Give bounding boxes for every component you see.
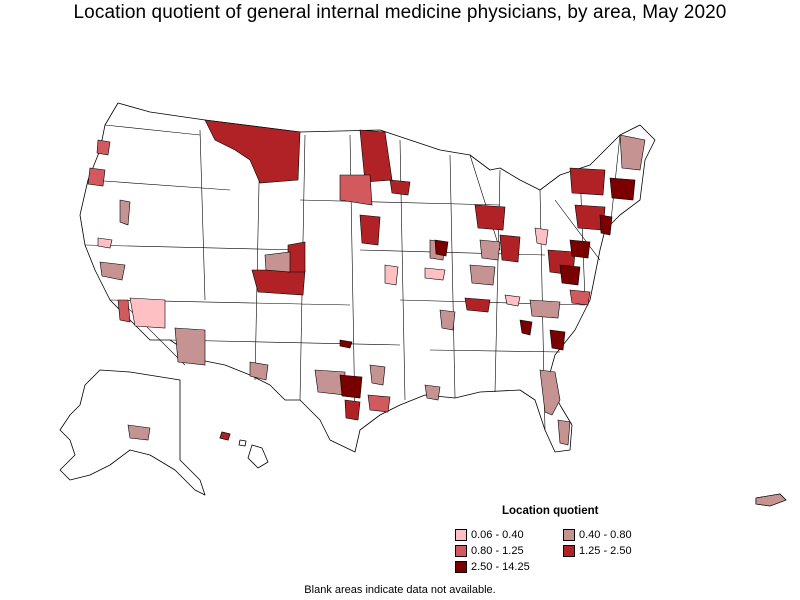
area-texas-dallas	[339, 374, 363, 399]
legend-item-0: 0.06 - 0.40	[455, 529, 524, 542]
area-indiana	[479, 239, 501, 261]
area-alaska-south	[127, 424, 151, 441]
area-mississippi	[424, 384, 441, 401]
area-california-south	[117, 299, 131, 323]
area-new-jersey	[599, 214, 613, 236]
area-washington	[96, 139, 111, 156]
legend-swatch-4	[455, 561, 467, 574]
legend-label-3: 1.25 - 2.50	[579, 545, 632, 558]
footnote: Blank areas indicate data not available.	[304, 584, 496, 596]
area-texas-houston	[367, 394, 391, 413]
area-new-york	[569, 167, 606, 196]
area-louisiana	[369, 364, 386, 386]
area-oklahoma	[339, 339, 353, 349]
area-puerto-rico	[755, 493, 787, 507]
area-tennessee	[464, 297, 491, 313]
legend-label-0: 0.06 - 0.40	[471, 529, 524, 542]
area-maine	[619, 134, 646, 171]
area-kansas	[384, 264, 399, 286]
area-arizona	[129, 297, 166, 329]
area-kentucky	[469, 264, 496, 286]
area-alabama	[439, 309, 456, 331]
legend-swatch-3	[563, 545, 575, 558]
area-hawaii-honolulu	[219, 431, 231, 441]
legend-label-1: 0.40 - 0.80	[579, 529, 632, 542]
area-texas-south	[344, 399, 361, 421]
area-montana	[204, 119, 301, 184]
area-west-virginia	[534, 227, 549, 246]
area-idaho	[119, 199, 131, 226]
legend-swatch-0	[455, 529, 467, 542]
area-illinois	[434, 239, 449, 257]
area-tennessee-east	[504, 294, 521, 307]
legend-swatch-2	[455, 545, 467, 558]
area-california-central	[99, 261, 126, 281]
area-florida	[539, 369, 561, 416]
legend-item-1: 0.40 - 0.80	[563, 529, 632, 542]
area-california-north	[97, 237, 113, 249]
legend-label-4: 2.50 - 14.25	[471, 561, 530, 574]
area-new-mexico	[249, 361, 269, 381]
area-michigan	[474, 204, 506, 231]
legend-label-2: 0.80 - 1.25	[471, 545, 524, 558]
area-wisconsin	[389, 179, 411, 196]
area-oregon	[87, 167, 106, 187]
map-title: Location quotient of general internal me…	[73, 2, 727, 23]
area-colorado-north	[287, 241, 306, 273]
area-north-carolina-east	[569, 289, 591, 306]
area-ohio	[499, 234, 521, 263]
area-colorado	[251, 269, 306, 296]
area-north-carolina	[529, 299, 561, 319]
area-minnesota	[359, 214, 381, 246]
area-massachusetts	[609, 177, 636, 201]
area-arizona-south	[174, 327, 206, 366]
legend-item-2: 0.80 - 1.25	[455, 545, 524, 558]
legend-item-4: 2.50 - 14.25	[455, 561, 530, 574]
area-maryland	[569, 239, 591, 259]
map-areas	[87, 119, 787, 507]
area-south-dakota	[339, 174, 373, 206]
legend-swatch-1	[563, 529, 575, 542]
area-virginia-south	[559, 264, 581, 286]
legend-title: Location quotient	[502, 505, 599, 517]
area-south-carolina	[549, 329, 566, 351]
area-missouri	[424, 267, 446, 281]
area-georgia	[519, 319, 533, 336]
area-florida-south	[557, 419, 571, 446]
legend-item-3: 1.25 - 2.50	[563, 545, 632, 558]
area-utah	[264, 251, 291, 273]
